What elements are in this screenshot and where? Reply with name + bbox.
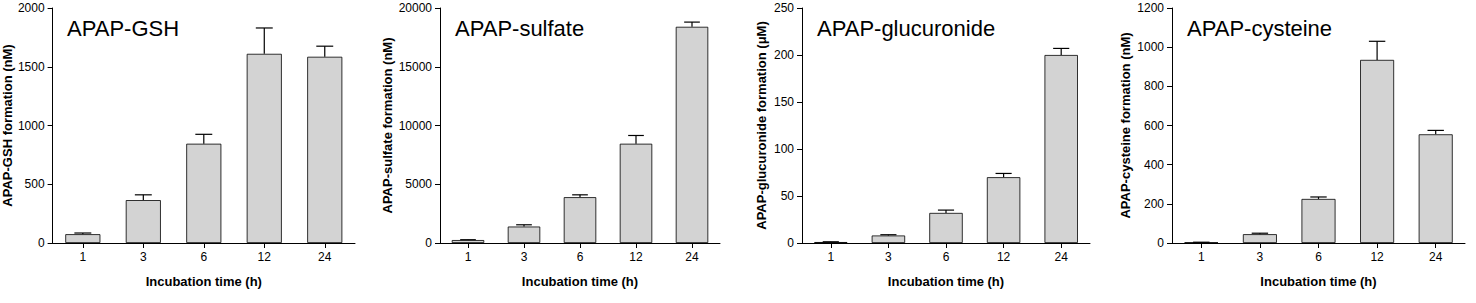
svg-text:100: 100 xyxy=(774,142,794,156)
svg-text:3: 3 xyxy=(140,250,147,264)
svg-text:6: 6 xyxy=(1315,250,1322,264)
svg-text:0: 0 xyxy=(38,236,45,250)
svg-text:200: 200 xyxy=(1144,197,1164,211)
svg-text:1000: 1000 xyxy=(1137,40,1164,54)
svg-text:24: 24 xyxy=(1055,250,1069,264)
svg-text:0: 0 xyxy=(1157,236,1164,250)
svg-text:600: 600 xyxy=(1144,119,1164,133)
svg-text:APAP-glucuronide: APAP-glucuronide xyxy=(817,16,995,41)
svg-text:APAP-cysteine: APAP-cysteine xyxy=(1187,16,1332,41)
svg-text:24: 24 xyxy=(318,250,332,264)
svg-text:6: 6 xyxy=(577,250,584,264)
svg-text:Incubation time (h): Incubation time (h) xyxy=(146,274,262,289)
svg-text:24: 24 xyxy=(685,250,699,264)
svg-text:500: 500 xyxy=(25,177,45,191)
svg-text:2000: 2000 xyxy=(18,1,45,15)
svg-text:1500: 1500 xyxy=(18,60,45,74)
svg-text:1: 1 xyxy=(79,250,86,264)
svg-text:800: 800 xyxy=(1144,79,1164,93)
svg-text:3: 3 xyxy=(1257,250,1264,264)
svg-text:APAP-glucuronide formation (μM: APAP-glucuronide formation (μM) xyxy=(754,21,769,229)
svg-text:1: 1 xyxy=(827,250,834,264)
svg-text:1200: 1200 xyxy=(1137,1,1164,15)
svg-text:12: 12 xyxy=(997,250,1011,264)
svg-text:250: 250 xyxy=(774,1,794,15)
svg-text:12: 12 xyxy=(1370,250,1384,264)
svg-text:3: 3 xyxy=(521,250,528,264)
svg-text:12: 12 xyxy=(258,250,272,264)
svg-text:200: 200 xyxy=(774,48,794,62)
svg-text:Incubation time (h): Incubation time (h) xyxy=(888,274,1004,289)
svg-text:3: 3 xyxy=(885,250,892,264)
svg-text:15000: 15000 xyxy=(399,60,433,74)
svg-text:APAP-GSH: APAP-GSH xyxy=(67,16,179,41)
svg-text:150: 150 xyxy=(774,95,794,109)
svg-text:Incubation time (h): Incubation time (h) xyxy=(522,274,638,289)
svg-text:12: 12 xyxy=(629,250,643,264)
svg-text:400: 400 xyxy=(1144,158,1164,172)
svg-text:APAP-GSH formation (nM): APAP-GSH formation (nM) xyxy=(0,44,15,206)
svg-text:20000: 20000 xyxy=(399,1,433,15)
svg-text:10000: 10000 xyxy=(399,119,433,133)
svg-text:APAP-sulfate formation (nM): APAP-sulfate formation (nM) xyxy=(380,38,395,214)
svg-text:50: 50 xyxy=(781,189,795,203)
svg-text:6: 6 xyxy=(943,250,950,264)
svg-text:0: 0 xyxy=(425,236,432,250)
svg-text:1: 1 xyxy=(465,250,472,264)
svg-text:24: 24 xyxy=(1429,250,1443,264)
svg-text:APAP-sulfate: APAP-sulfate xyxy=(455,16,584,41)
svg-text:5000: 5000 xyxy=(405,177,432,191)
svg-text:1: 1 xyxy=(1198,250,1205,264)
svg-text:Incubation time (h): Incubation time (h) xyxy=(1260,274,1376,289)
svg-text:APAP-cysteine formation (nM): APAP-cysteine formation (nM) xyxy=(1118,32,1133,218)
svg-text:6: 6 xyxy=(200,250,207,264)
svg-text:1000: 1000 xyxy=(18,119,45,133)
svg-text:0: 0 xyxy=(787,236,794,250)
